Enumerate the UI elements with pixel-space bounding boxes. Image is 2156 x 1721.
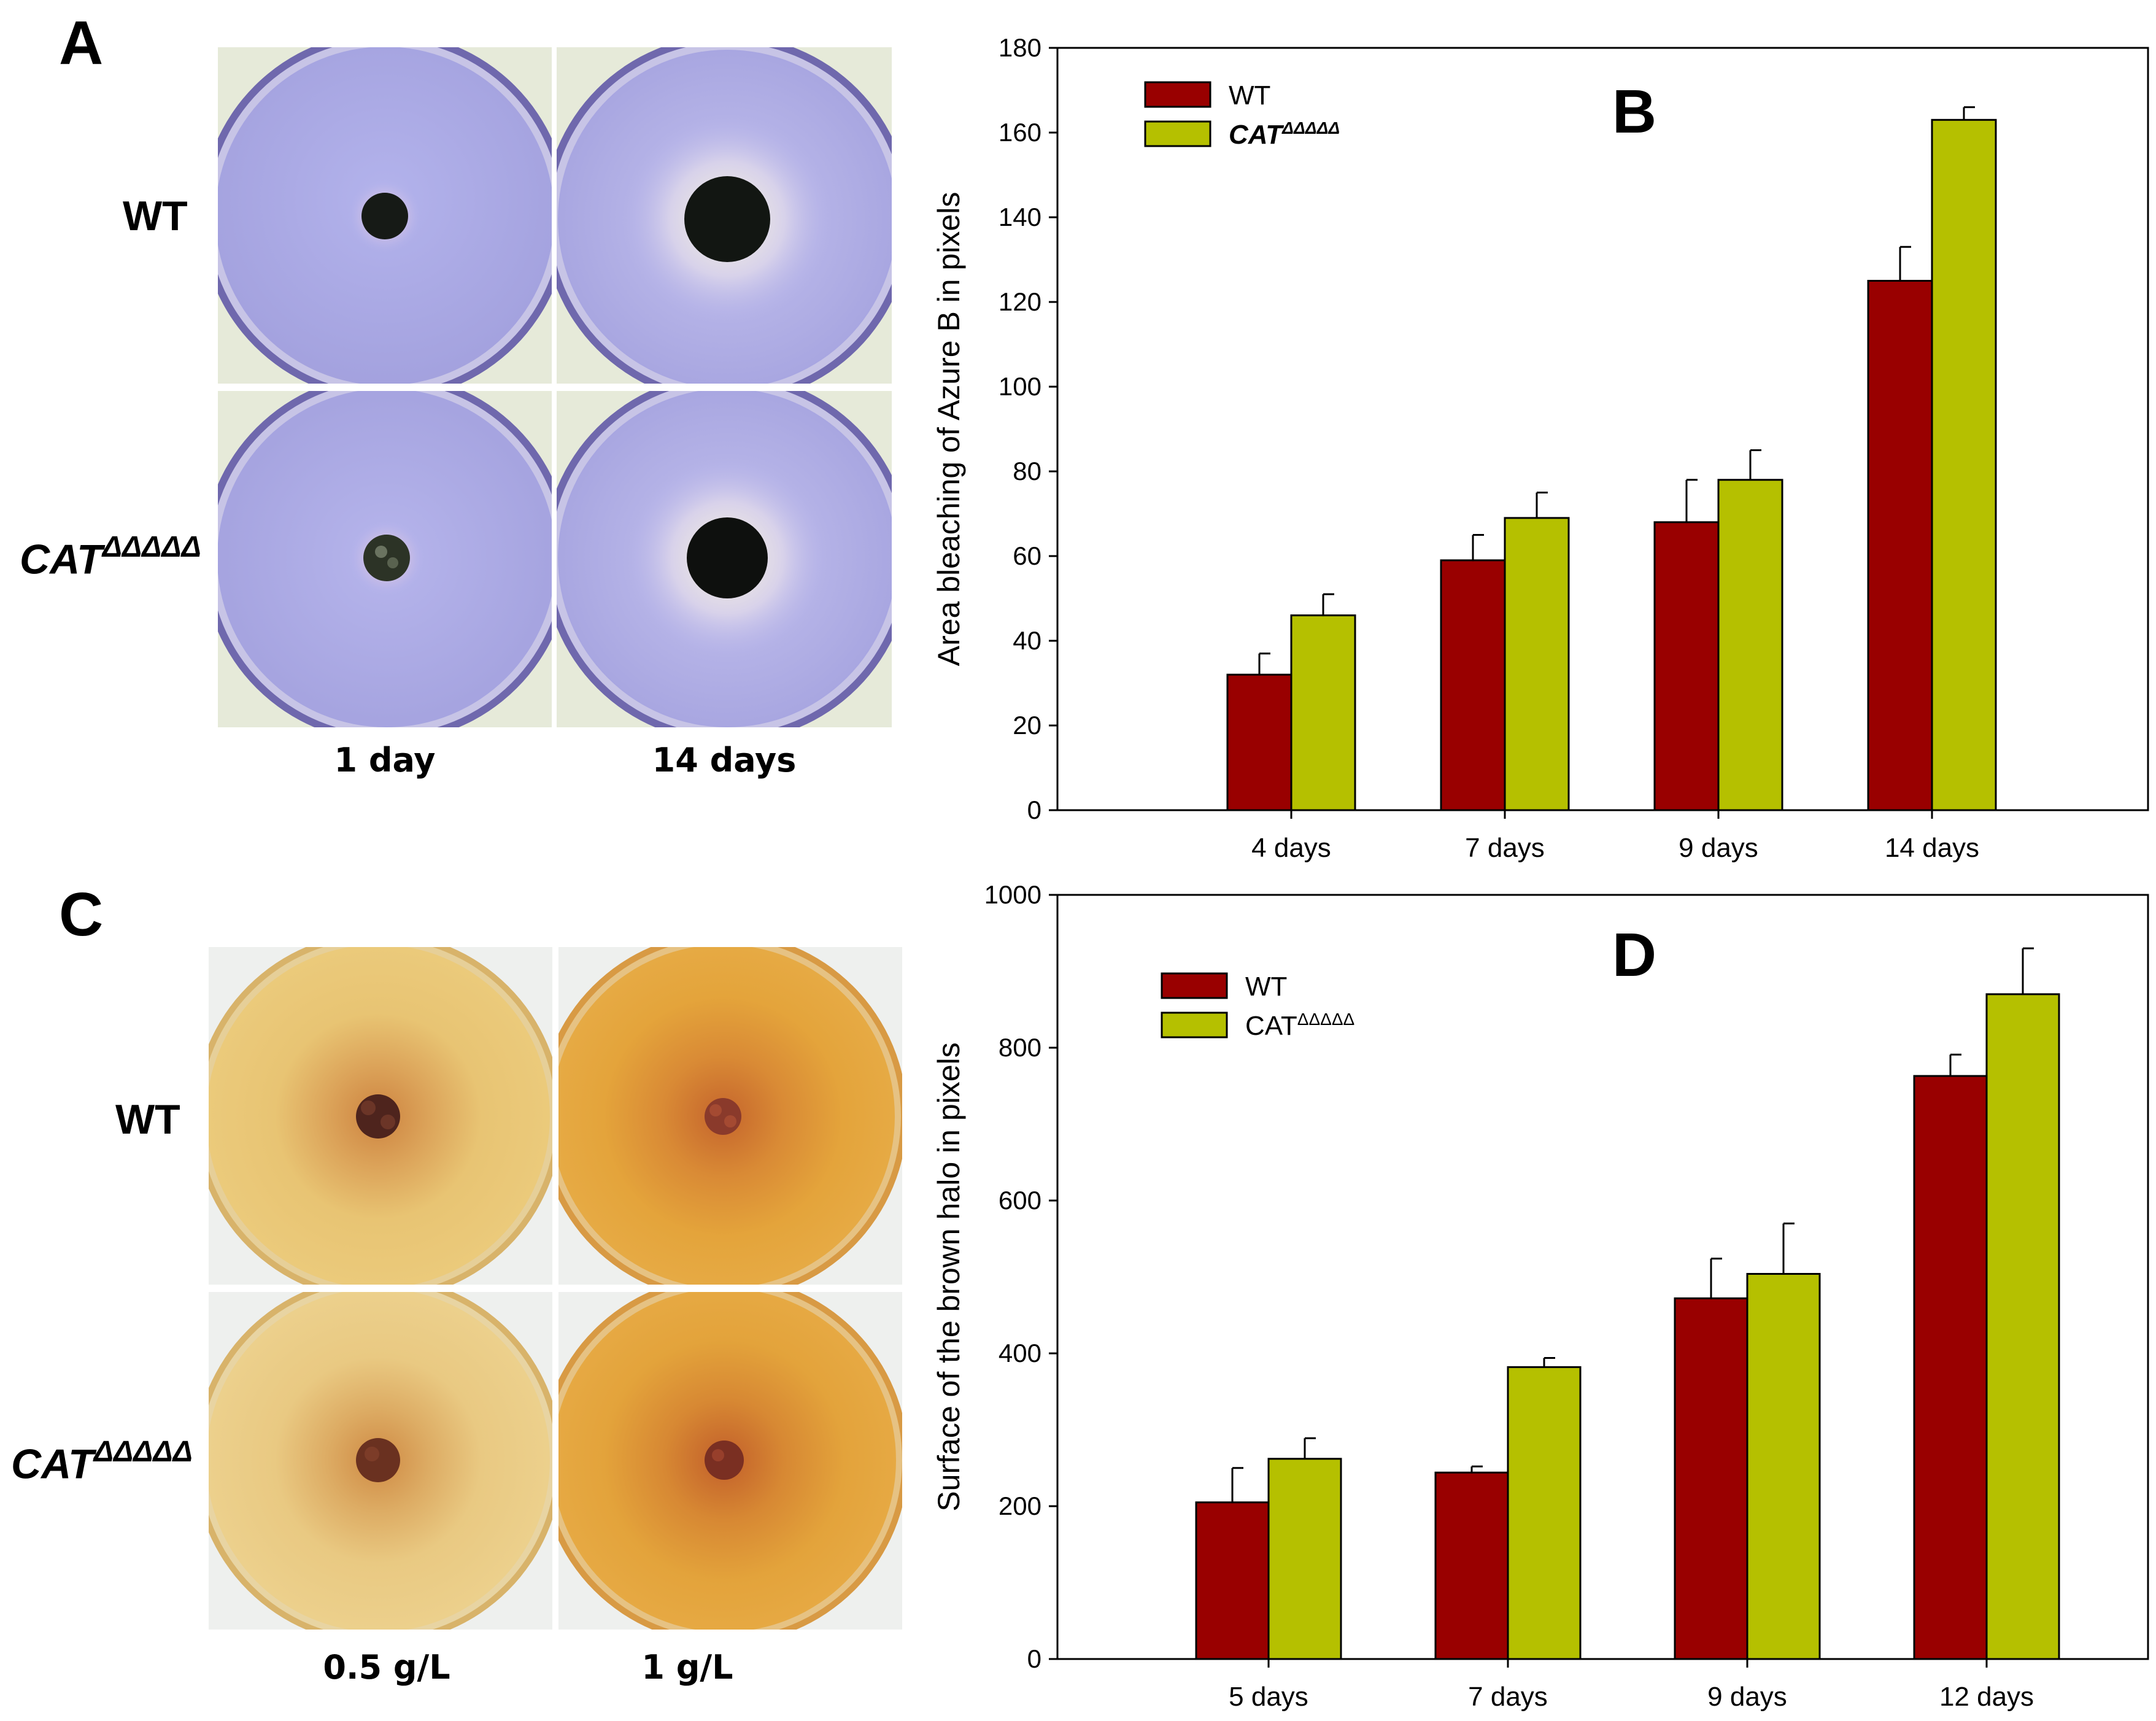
x-tick-label: 5 days	[1229, 1682, 1308, 1712]
y-tick-label: 0	[1027, 1644, 1041, 1673]
x-tick-label: 4 days	[1251, 833, 1331, 863]
y-tick-label: 0	[1027, 795, 1041, 824]
panel-a-col-label-14-days: 14 days	[652, 741, 797, 779]
bar-cat-14-days	[1931, 118, 1997, 811]
plate-wt-1-g-l	[558, 947, 902, 1285]
plate-cat-1-g-l	[558, 1292, 902, 1630]
chart-b-panel-letter: B	[1612, 77, 1656, 146]
plate-cat-1-day	[218, 391, 552, 727]
legend-swatch-cat	[1144, 120, 1211, 147]
bar-wt-5-days	[1195, 1501, 1270, 1660]
chart-b-frame	[1056, 47, 2149, 811]
x-tick-label: 9 days	[1707, 1682, 1787, 1712]
panel-a-col-label-1-day: 1 day	[334, 741, 436, 779]
bar-cat-7-days	[1504, 517, 1570, 811]
y-tick-label: 400	[999, 1339, 1041, 1367]
chart-d-frame	[1056, 894, 2149, 1660]
y-tick-label: 80	[1013, 457, 1041, 485]
legend-label-wt: WT	[1245, 972, 1287, 1002]
x-tick-label: 12 days	[1939, 1682, 2034, 1712]
plate-wt-0-5-g-l	[209, 947, 552, 1285]
bar-cat-5-days	[1267, 1458, 1342, 1660]
y-tick-label: 200	[999, 1491, 1041, 1520]
legend-swatch-cat	[1161, 1011, 1228, 1038]
colony-icon	[363, 535, 410, 581]
panel-a-row-label-wt: WT	[123, 193, 188, 239]
panel-c-col-label-1-g-l: 1 g/L	[641, 1648, 733, 1687]
chart-b: 0 20 40 60 80 100 120 140 160 180 Area bleaching o…	[932, 33, 2149, 863]
bar-wt-7-days	[1434, 1471, 1509, 1660]
panel-a-row-label-cat: CATΔΔΔΔΔ	[20, 531, 201, 583]
y-tick-label: 800	[999, 1033, 1041, 1062]
panel-c-row-label-cat: CATΔΔΔΔΔ	[11, 1436, 193, 1488]
bar-cat-12-days	[1985, 993, 2060, 1660]
y-axis-label: Surface of the brown halo in pixels	[932, 1042, 966, 1511]
panel-a-letter: A	[59, 9, 104, 77]
y-tick-label: 20	[1013, 711, 1041, 740]
bar-cat-4-days	[1290, 614, 1356, 811]
panel-c-letter: C	[59, 880, 104, 949]
y-tick-label: 60	[1013, 541, 1041, 570]
legend-label-wt: WT	[1229, 80, 1270, 110]
plate-cat-0-5-g-l	[209, 1292, 552, 1630]
y-axis-label: Area bleaching of Azure B in pixels	[932, 192, 966, 667]
legend-swatch-wt	[1144, 81, 1211, 108]
y-tick-label: 100	[999, 372, 1041, 401]
y-tick-label: 140	[999, 203, 1041, 231]
y-tick-label: 1000	[984, 880, 1041, 909]
panel-c-row-label-wt: WT	[115, 1096, 180, 1143]
bar-wt-14-days	[1867, 280, 1933, 811]
colony-icon	[361, 193, 408, 239]
y-tick-label: 600	[999, 1186, 1041, 1215]
y-tick-label: 120	[999, 287, 1041, 316]
legend-swatch-wt	[1161, 972, 1228, 999]
x-tick-label: 9 days	[1679, 833, 1758, 863]
colony-icon	[684, 176, 770, 262]
chart-d-panel-letter: D	[1612, 921, 1656, 989]
legend-label-superscript: ΔΔΔΔΔ	[1297, 1010, 1355, 1029]
x-tick-label: 7 days	[1468, 1682, 1548, 1712]
plate-wt-14-days	[557, 47, 892, 384]
plate-cat-14-days	[557, 391, 892, 727]
colony-icon	[687, 517, 768, 598]
bar-wt-9-days	[1653, 521, 1720, 811]
panel-c-col-label-0-5-g-l: 0.5 g/L	[323, 1648, 450, 1687]
y-tick-label: 40	[1013, 626, 1041, 655]
legend-label-superscript: ΔΔΔΔΔ	[1281, 118, 1340, 137]
y-tick-label: 160	[999, 118, 1041, 147]
y-tick-label: 180	[999, 33, 1041, 62]
bar-cat-9-days	[1746, 1273, 1821, 1660]
bar-cat-9-days	[1717, 479, 1783, 811]
bar-cat-7-days	[1507, 1366, 1582, 1660]
plate-wt-1-day	[218, 47, 552, 384]
legend-label-cat: CATΔΔΔΔΔ	[1245, 1010, 1354, 1041]
bar-wt-12-days	[1913, 1075, 1988, 1660]
bar-wt-9-days	[1674, 1297, 1748, 1660]
x-tick-label: 14 days	[1885, 833, 1979, 863]
x-tick-label: 7 days	[1465, 833, 1545, 863]
